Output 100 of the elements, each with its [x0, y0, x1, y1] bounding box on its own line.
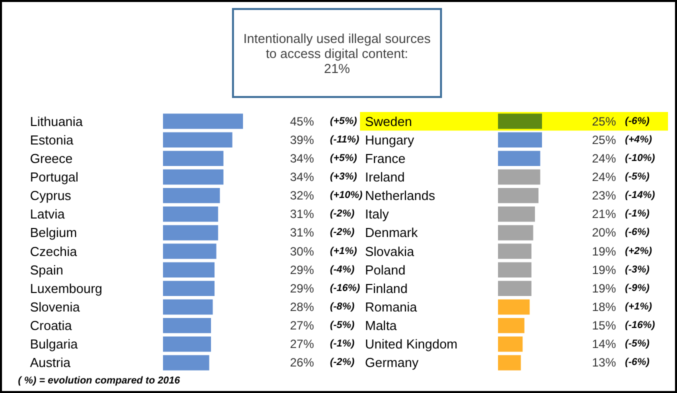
text: (-16%)	[330, 282, 361, 294]
text: (+10%)	[330, 190, 364, 202]
data-label: 18%	[592, 300, 616, 314]
text: (-10%)	[625, 152, 656, 164]
bar	[163, 150, 224, 166]
text: (-6%)	[625, 357, 650, 368]
bar	[163, 280, 215, 296]
bar	[163, 114, 243, 129]
bar	[498, 206, 535, 222]
text: (-2%)	[330, 208, 356, 220]
text: ( %) = evolution compared to 2016	[18, 376, 180, 386]
bar	[498, 244, 532, 259]
text: (-5%)	[625, 172, 650, 182]
y-tick-label: Lithuania	[30, 114, 84, 129]
text: (-6%)	[625, 116, 650, 127]
bar	[498, 188, 538, 204]
bar	[163, 299, 213, 315]
text: (-2%)	[330, 227, 356, 238]
data-label: 31%	[290, 207, 314, 222]
data-label: 20%	[592, 226, 616, 240]
data-label: 19%	[592, 262, 616, 277]
text: (-5%)	[625, 338, 650, 350]
y-tick-label: Austria	[30, 355, 72, 370]
data-label: 28%	[290, 300, 314, 314]
y-tick-label: Czechia	[30, 244, 78, 259]
y-tick-label: Sweden	[365, 114, 412, 129]
text: (-4%)	[330, 264, 356, 276]
data-label: 27%	[290, 318, 314, 333]
data-label: 45%	[290, 114, 314, 128]
y-tick-label: Bulgaria	[30, 336, 78, 352]
data-label: 19%	[592, 244, 616, 258]
data-label: 32%	[290, 188, 314, 203]
bar	[163, 262, 215, 278]
bar	[163, 336, 211, 352]
y-tick-label: United Kingdom	[365, 336, 458, 352]
text: (-8%)	[330, 302, 356, 312]
y-tick-label: Luxembourg	[30, 280, 102, 296]
y-tick-label: Croatia	[30, 318, 73, 334]
bar	[498, 150, 540, 166]
y-tick-label: Italy	[365, 206, 390, 222]
bar	[163, 132, 232, 148]
text: Intentionally used illegal sources to access digital content: 21%	[232, 8, 442, 98]
text: (+5%)	[330, 152, 358, 164]
bar	[163, 225, 218, 240]
y-tick-label: Portugal	[30, 170, 79, 184]
text: (-11%)	[330, 134, 360, 146]
y-tick-label: Slovenia	[30, 300, 81, 314]
data-label: 31%	[290, 226, 314, 240]
data-label: 23%	[592, 188, 616, 203]
bar	[498, 132, 542, 148]
data-label: 26%	[290, 356, 314, 370]
y-tick-label: Estonia	[30, 132, 74, 148]
text: (+4%)	[625, 134, 653, 146]
y-tick-label: Romania	[365, 300, 418, 314]
y-tick-label: Latvia	[30, 206, 66, 222]
data-label: 24%	[592, 151, 616, 166]
text: (+5%)	[330, 116, 358, 127]
data-label: 25%	[592, 132, 616, 147]
y-tick-label: Denmark	[365, 225, 418, 240]
text: (-16%)	[625, 320, 656, 332]
y-tick-label: Malta	[365, 318, 398, 334]
bar	[498, 225, 534, 240]
y-tick-label: Finland	[365, 280, 408, 296]
text: (-9%)	[625, 282, 650, 294]
bar	[498, 169, 540, 185]
y-tick-label: Cyprus	[30, 188, 72, 204]
text: (-2%)	[330, 357, 356, 368]
text: (-1%)	[330, 338, 356, 350]
data-label: 24%	[592, 170, 616, 184]
data-label: 34%	[290, 170, 314, 184]
bar	[498, 355, 521, 370]
y-tick-label: Greece	[30, 150, 73, 166]
text: (-14%)	[625, 190, 656, 202]
data-label: 27%	[290, 337, 314, 352]
bar	[163, 244, 216, 259]
data-label: 14%	[592, 337, 616, 352]
y-tick-label: Spain	[30, 262, 64, 278]
y-tick-label: Belgium	[30, 225, 77, 240]
text: (-3%)	[625, 264, 650, 276]
bar	[163, 169, 224, 185]
bar	[163, 318, 211, 334]
y-tick-label: Hungary	[365, 132, 415, 148]
y-tick-label: France	[365, 150, 406, 166]
text: (+1%)	[330, 246, 358, 257]
text: (+2%)	[625, 246, 653, 257]
bar	[163, 188, 220, 204]
y-tick-label: Slovakia	[365, 244, 415, 259]
data-label: 34%	[290, 151, 314, 166]
bar	[163, 206, 218, 222]
data-label: 13%	[592, 356, 616, 370]
data-label: 19%	[592, 281, 616, 296]
text: (-6%)	[625, 227, 650, 238]
bar	[498, 318, 524, 334]
bar	[498, 280, 532, 296]
text: (+3%)	[330, 172, 358, 182]
data-label: 21%	[592, 207, 616, 222]
text: (-1%)	[625, 208, 650, 220]
data-label: 39%	[290, 132, 314, 147]
text: (+1%)	[625, 302, 653, 312]
data-label: 29%	[290, 262, 314, 277]
